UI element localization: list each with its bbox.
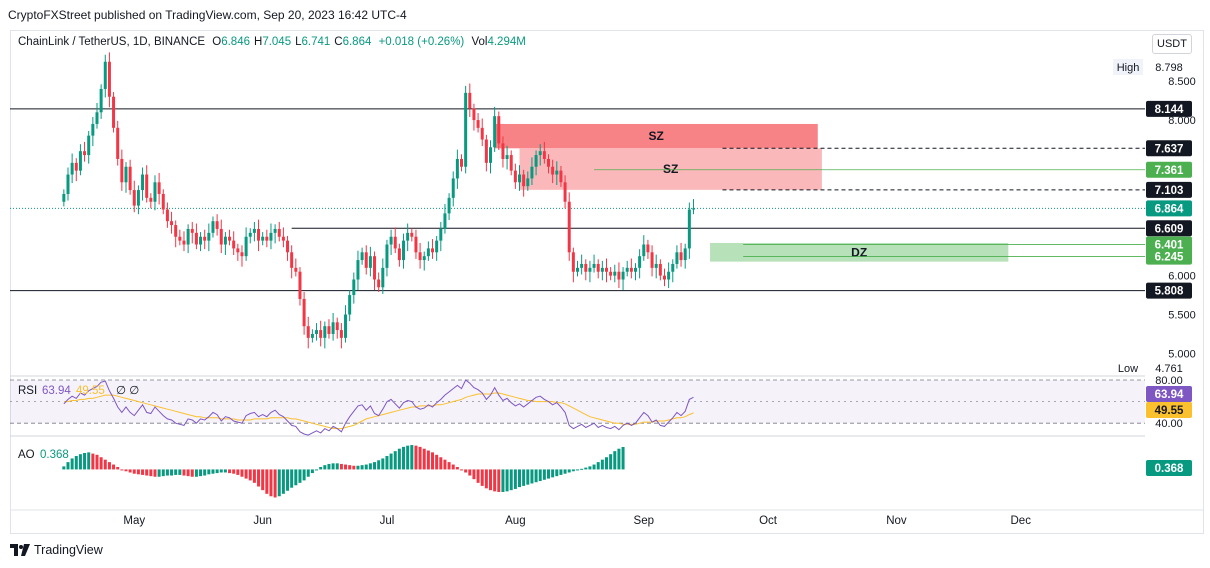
ohlc-values: O6.846 H7.045 L6.741 C6.864 (208, 36, 371, 48)
ohlc-key-o: O (212, 36, 222, 48)
ohlc-value-l: 6.741 (301, 36, 331, 48)
volume-value: 4.294M (487, 36, 526, 48)
ohlc-value-c: 6.864 (342, 36, 372, 48)
ohlc-key-l: L (295, 36, 302, 48)
currency-button[interactable]: USDT (1152, 34, 1192, 54)
price-legend: ChainLink / TetherUS, 1D, BINANCE O6.846… (18, 36, 526, 48)
ohlc-value-h: 7.045 (262, 36, 292, 48)
publisher-line: CryptoFXStreet published on TradingView.… (8, 8, 407, 22)
chart-frame (10, 30, 1204, 534)
ohlc-key-h: H (254, 36, 263, 48)
ohlc-key-c: C (334, 36, 343, 48)
symbol-line: ChainLink / TetherUS, 1D, BINANCE (18, 36, 206, 48)
ohlc-value-o: 6.846 (221, 36, 250, 48)
tradingview-logo-icon (10, 544, 30, 556)
brand-name: TradingView (34, 543, 103, 557)
change-value: +0.018 (+0.26%) (378, 36, 465, 48)
tradingview-brand[interactable]: TradingView (10, 543, 103, 557)
volume-label: Vol (471, 36, 488, 48)
